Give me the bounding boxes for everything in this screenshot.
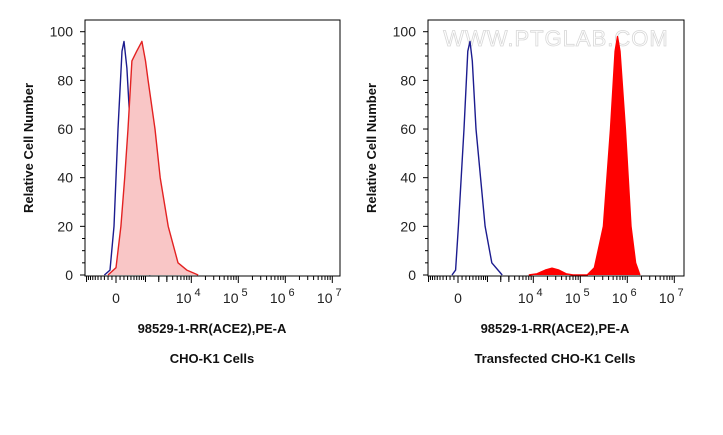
watermark: WWW.PTGLAB.COM (443, 26, 668, 51)
y-tick-label: 60 (57, 121, 73, 137)
chart-caption: CHO-K1 Cells (170, 351, 255, 366)
x-axis-title: 98529-1-RR(ACE2),PE-A (481, 321, 630, 336)
y-axis-title: Relative Cell Number (21, 83, 36, 213)
x-tick-exponent: 4 (192, 287, 201, 299)
y-tick-label: 0 (65, 267, 73, 283)
x-axis-title: 98529-1-RR(ACE2),PE-A (138, 321, 287, 336)
y-tick-label: 0 (408, 267, 416, 283)
x-tick-label: 0 (454, 290, 462, 306)
x-tick-exponent: 7 (674, 287, 683, 299)
y-tick-label: 40 (400, 170, 416, 186)
x-tick-label: 10 4 (176, 287, 201, 306)
x-tick-exponent: 6 (285, 287, 294, 299)
x-tick-label: 10 7 (317, 287, 342, 306)
series-fill-sample (528, 36, 640, 275)
y-tick-label: 40 (57, 170, 73, 186)
chart-caption: Transfected CHO-K1 Cells (474, 351, 635, 366)
x-tick-exponent: 5 (580, 287, 589, 299)
y-tick-label: 60 (400, 121, 416, 137)
x-tick-exponent: 6 (627, 287, 636, 299)
plot-frame (427, 19, 685, 277)
x-tick-exponent: 4 (534, 287, 543, 299)
y-tick-label: 100 (50, 24, 74, 40)
x-tick-label: 10 4 (518, 287, 543, 306)
x-tick-label: 10 5 (223, 287, 248, 306)
x-tick-exponent: 5 (238, 287, 247, 299)
series-line-control (451, 40, 503, 276)
x-tick-label: 10 6 (612, 287, 637, 306)
series-fill-sample (108, 41, 199, 276)
y-tick-label: 100 (393, 24, 417, 40)
y-tick-label: 20 (57, 218, 73, 234)
x-tick-label: 10 7 (659, 287, 684, 306)
x-tick-exponent: 7 (332, 287, 341, 299)
x-tick-label: 10 5 (565, 287, 590, 306)
plot-frame (84, 19, 341, 277)
y-tick-label: 80 (400, 72, 416, 88)
histogram-panel-2: WWW.PTGLAB.COM 0 20 40 60 80 100 0 10 4 10 5 10 6 1… (364, 19, 685, 366)
series-line-sample (528, 35, 641, 276)
y-tick-label: 80 (57, 72, 73, 88)
histogram-panel-1: 0 20 40 60 80 100 0 10 4 10 5 10 6 10 7 98529-1-RR(… (21, 19, 342, 366)
y-axis-title: Relative Cell Number (364, 83, 379, 213)
y-tick-label: 20 (400, 218, 416, 234)
x-tick-label: 10 6 (270, 287, 295, 306)
x-tick-label: 0 (112, 290, 120, 306)
series-line-sample (107, 40, 199, 276)
